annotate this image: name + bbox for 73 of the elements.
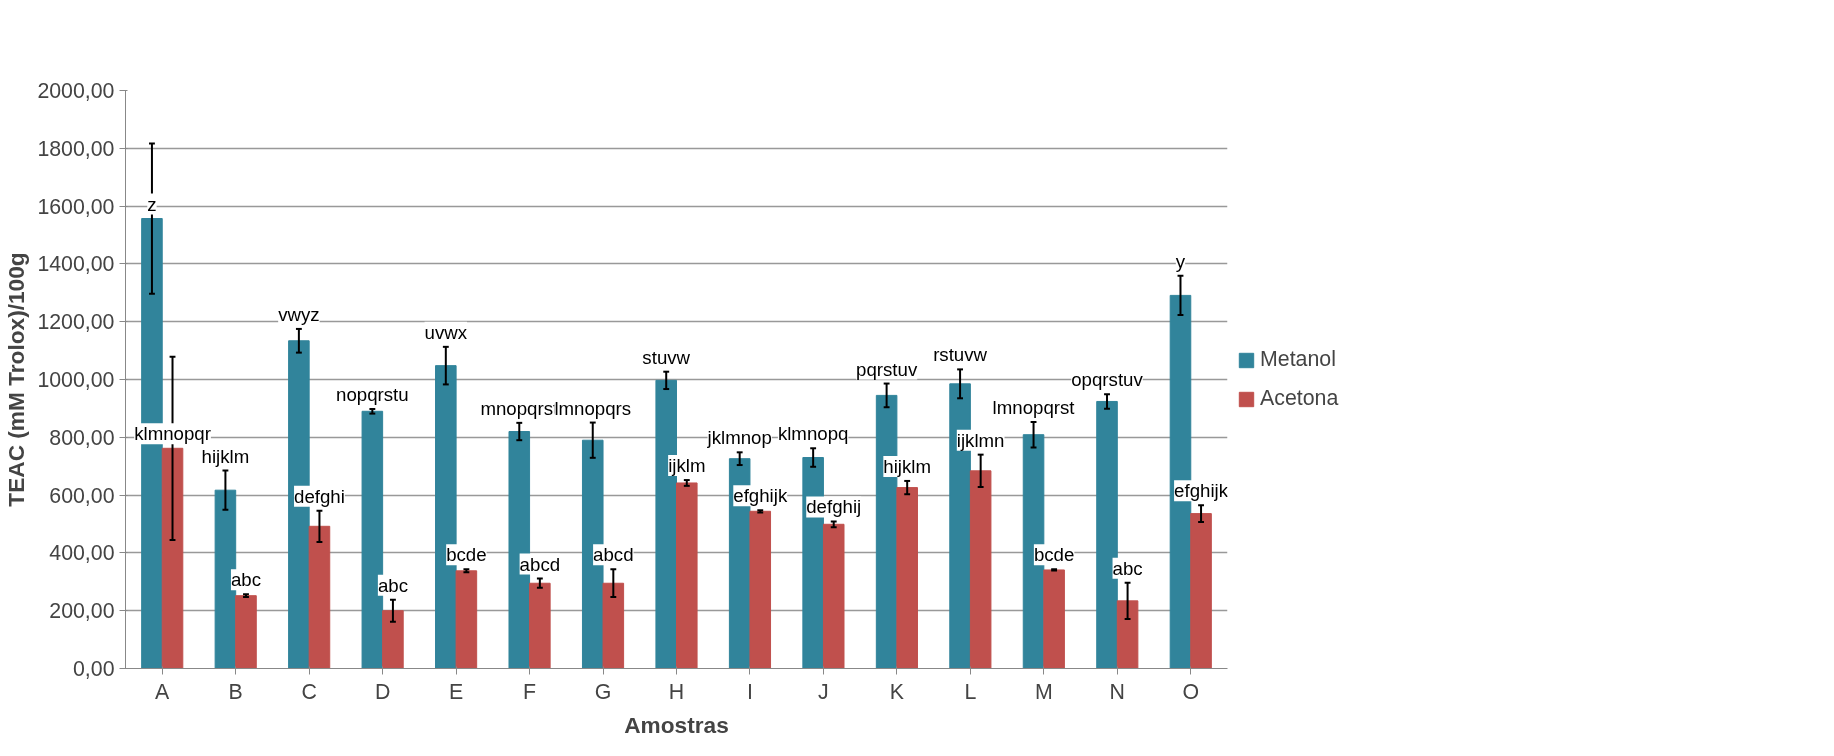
y-tick-label: 1400,00 (37, 252, 115, 277)
bar (1043, 569, 1065, 669)
bar (602, 582, 625, 669)
data-label: efghijk (733, 485, 788, 507)
data-label: efghijk (1174, 480, 1229, 502)
x-tick-label: C (301, 679, 317, 704)
data-label: abcd (593, 544, 634, 566)
bar (896, 487, 918, 669)
y-tick-label: 1200,00 (37, 310, 115, 335)
data-label: abc (230, 569, 262, 591)
data-label: z (147, 193, 157, 215)
bar (1190, 513, 1212, 669)
bar (676, 482, 698, 669)
legend-label: Acetona (1260, 386, 1339, 411)
bar (308, 525, 331, 669)
data-label: abc (377, 574, 408, 596)
bar (1116, 600, 1139, 669)
data-label: uvwx (424, 321, 468, 343)
data-label: klmnopqr (134, 423, 211, 445)
data-label: ijklmn (956, 429, 1005, 451)
y-tick-label: 200,00 (49, 599, 115, 624)
data-label: nopqrstu (336, 383, 409, 405)
y-tick-label: 1000,00 (37, 368, 115, 392)
y-tick-label: 2000,00 (37, 79, 115, 103)
y-tick-label: 1600,00 (37, 194, 115, 219)
bar (749, 510, 772, 669)
x-tick-label: F (523, 679, 537, 704)
data-label: abcd (519, 553, 561, 575)
data-label: ijklm (668, 455, 706, 477)
x-tick-label: N (1109, 679, 1126, 704)
data-label: vwyz (278, 303, 320, 325)
bar (161, 447, 184, 669)
y-axis-title: TEAC (mM Trolox)/100g (3, 252, 30, 507)
bar (235, 595, 257, 669)
data-label: defghi (294, 485, 345, 507)
bar (382, 610, 404, 669)
data-label: hijklm (883, 455, 932, 477)
x-tick-label: L (964, 679, 977, 704)
x-tick-label: E (448, 679, 464, 704)
data-label: bcde (1033, 544, 1075, 566)
x-tick-label: K (889, 679, 905, 704)
data-label: lmnopqrst (992, 396, 1076, 418)
y-tick-label: 600,00 (49, 483, 115, 508)
bar (455, 570, 478, 669)
x-tick-label: H (668, 679, 685, 704)
bar (822, 523, 845, 669)
bar (969, 470, 992, 669)
data-label: opqrstuv (1071, 369, 1144, 391)
y-tick-label: 400,00 (49, 541, 115, 566)
data-label: hijklm (201, 445, 250, 467)
x-tick-label: M (1034, 679, 1053, 704)
x-tick-label: A (155, 679, 171, 704)
data-label: y (1175, 250, 1186, 272)
x-tick-label: J (818, 679, 829, 704)
data-label: pqrstuv (856, 358, 918, 380)
y-tick-label: 0,00 (72, 657, 115, 681)
data-label: klmnopq (777, 423, 849, 445)
y-tick-label: 800,00 (49, 425, 115, 450)
x-axis-title: Amostras (624, 711, 729, 738)
legend-label: Metanol (1260, 347, 1336, 372)
data-label: defghij (806, 496, 862, 518)
x-tick-label: D (374, 679, 391, 704)
x-tick-label: B (228, 679, 243, 704)
x-tick-label: G (594, 679, 612, 704)
bar (529, 582, 551, 669)
data-label: rstuvw (933, 344, 988, 366)
x-tick-label: O (1182, 679, 1200, 704)
data-label: bcde (446, 544, 487, 566)
data-label: jklmnop (706, 427, 772, 449)
x-tick-label: I (747, 679, 753, 704)
y-tick-label: 1800,00 (37, 136, 115, 161)
data-label: stuvw (642, 346, 691, 368)
data-label: abc (1112, 557, 1143, 579)
